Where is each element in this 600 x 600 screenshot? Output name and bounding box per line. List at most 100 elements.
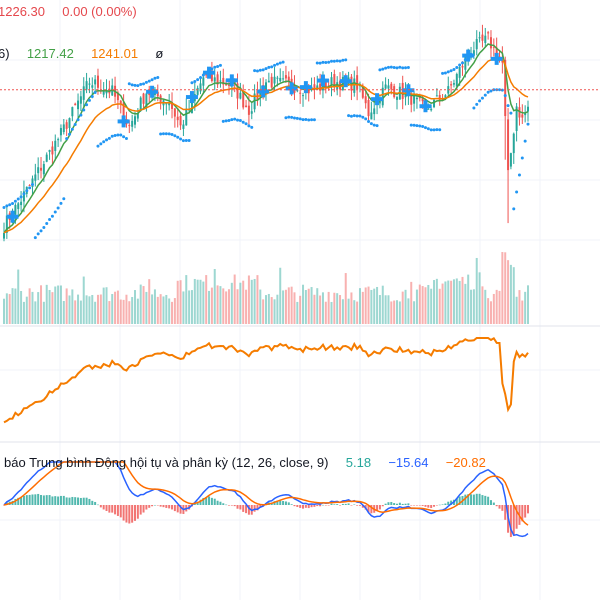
- volume-bar: [316, 288, 319, 324]
- candle-body: [287, 76, 290, 81]
- sar-dot: [267, 65, 271, 69]
- candle-body: [390, 83, 393, 90]
- candle-body: [404, 92, 407, 98]
- candle-body: [71, 107, 74, 117]
- candle-body: [319, 83, 322, 91]
- macd-histogram-bar: [179, 505, 182, 514]
- sar-dot: [181, 139, 185, 143]
- sar-dot: [304, 117, 308, 121]
- volume-bar: [507, 260, 510, 324]
- candle-body: [413, 95, 416, 104]
- volume-bar: [54, 286, 57, 324]
- macd-histogram-bar: [487, 496, 490, 505]
- sar-dot: [421, 125, 425, 129]
- sar-dot: [150, 78, 154, 82]
- macd-histogram-bar: [524, 505, 527, 518]
- macd-histogram-bar: [438, 504, 441, 506]
- candle-body: [330, 77, 333, 86]
- sar-dot: [176, 135, 180, 139]
- signal-marker-bar: [320, 74, 325, 87]
- candle-body: [54, 140, 57, 151]
- macd-histogram-bar: [293, 505, 296, 507]
- volume-bar: [148, 279, 151, 324]
- sar-dot: [30, 183, 34, 187]
- candle-body: [134, 116, 136, 125]
- volume-bar: [245, 289, 248, 324]
- macd-histogram-bar: [202, 497, 205, 505]
- candle-body: [427, 108, 430, 110]
- sar-dot: [338, 59, 342, 63]
- volume-bar: [415, 289, 418, 324]
- candle-body: [253, 93, 256, 110]
- volume-bar: [262, 299, 265, 324]
- sar-dot: [315, 61, 319, 65]
- macd-histogram-bar: [91, 500, 94, 505]
- macd-histogram-bar: [153, 504, 156, 506]
- candle-body: [504, 59, 507, 117]
- sar-dot: [190, 81, 194, 85]
- candle-body: [88, 83, 91, 85]
- macd-histogram-bar: [233, 505, 236, 507]
- candle-body: [171, 102, 174, 109]
- sar-dot: [156, 75, 160, 79]
- sar-dot: [381, 67, 385, 71]
- macd-histogram-bar: [116, 505, 119, 516]
- signal-marker: [117, 115, 130, 128]
- sar-dot: [455, 65, 459, 69]
- candle-body: [136, 113, 139, 119]
- candle-body: [381, 87, 384, 106]
- sar-dot: [443, 71, 447, 75]
- candle-body: [40, 167, 43, 171]
- candle-body: [239, 92, 242, 99]
- sar-dot: [53, 210, 57, 214]
- sar-dot: [361, 115, 365, 119]
- candle-body: [213, 77, 216, 82]
- sar-dot: [153, 76, 157, 80]
- volume-bar: [51, 292, 54, 324]
- sar-dot: [82, 108, 86, 112]
- ma-legend-ghost[interactable]: ø: [155, 46, 164, 61]
- sar-dot: [404, 66, 408, 70]
- volume-bar: [287, 287, 290, 324]
- macd-histogram-bar: [236, 505, 239, 509]
- macd-histogram-bar: [356, 505, 359, 506]
- macd-histogram-bar: [358, 505, 361, 506]
- volume-bar: [327, 291, 330, 324]
- volume-bar: [256, 275, 259, 324]
- macd-histogram-bar: [79, 497, 82, 505]
- macd-histogram-bar: [489, 500, 492, 505]
- sar-dot: [298, 117, 302, 121]
- sar-dot: [45, 221, 49, 225]
- sar-dot: [224, 119, 228, 123]
- candle-body: [236, 83, 239, 99]
- sar-dot: [255, 69, 259, 73]
- sar-dot: [472, 106, 476, 110]
- volume-bar: [259, 289, 262, 324]
- sar-dot: [312, 118, 316, 122]
- signal-markers: [6, 49, 503, 223]
- macd-histogram-bar: [509, 505, 512, 538]
- sar-dot: [184, 139, 188, 143]
- sar-dot: [398, 65, 402, 69]
- volume-bar: [102, 287, 105, 324]
- signal-marker-bar: [466, 49, 471, 62]
- macd-histogram-bar: [122, 505, 125, 521]
- candle-body: [441, 99, 444, 101]
- volume-bar: [82, 276, 85, 324]
- volume-bar: [125, 294, 128, 324]
- volume-bar: [458, 280, 461, 324]
- volume-bar: [34, 301, 37, 324]
- signal-value: −15.64: [388, 455, 429, 470]
- candle-body: [373, 108, 376, 115]
- macd-histogram-bar: [253, 505, 256, 512]
- volume-bar: [40, 285, 43, 324]
- sar-dot: [196, 78, 200, 82]
- macd-histogram-bar: [102, 505, 105, 510]
- macd-histogram-bar: [521, 505, 524, 522]
- volume-bar: [128, 301, 131, 324]
- candle-body: [94, 79, 97, 85]
- candle-body: [384, 84, 387, 89]
- signal-marker-bar: [289, 82, 294, 95]
- macd-histogram-bar: [464, 494, 467, 505]
